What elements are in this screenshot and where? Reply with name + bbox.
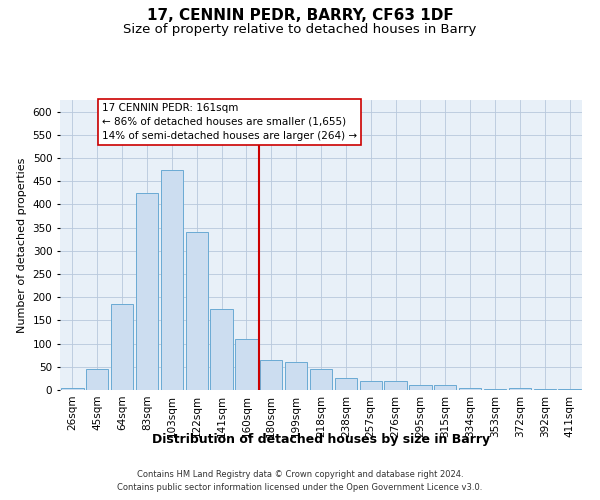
Bar [61,388,83,390]
Bar [385,380,407,390]
Bar [260,360,283,390]
Y-axis label: Number of detached properties: Number of detached properties [17,158,27,332]
Bar [86,369,109,390]
Bar [136,193,158,390]
Text: Contains HM Land Registry data © Crown copyright and database right 2024.
Contai: Contains HM Land Registry data © Crown c… [118,470,482,492]
Bar [111,304,133,390]
Bar [235,339,257,390]
Bar [533,389,556,390]
Bar [310,369,332,390]
Bar [211,309,233,390]
Bar [185,232,208,390]
Text: Distribution of detached houses by size in Barry: Distribution of detached houses by size … [152,432,490,446]
Text: Size of property relative to detached houses in Barry: Size of property relative to detached ho… [124,22,476,36]
Text: 17 CENNIN PEDR: 161sqm
← 86% of detached houses are smaller (1,655)
14% of semi-: 17 CENNIN PEDR: 161sqm ← 86% of detached… [102,103,357,141]
Bar [409,386,431,390]
Bar [434,386,457,390]
Bar [509,388,531,390]
Bar [484,389,506,390]
Bar [359,380,382,390]
Bar [335,378,357,390]
Bar [161,170,183,390]
Bar [459,388,481,390]
Text: 17, CENNIN PEDR, BARRY, CF63 1DF: 17, CENNIN PEDR, BARRY, CF63 1DF [146,8,454,22]
Bar [285,362,307,390]
Bar [559,389,581,390]
